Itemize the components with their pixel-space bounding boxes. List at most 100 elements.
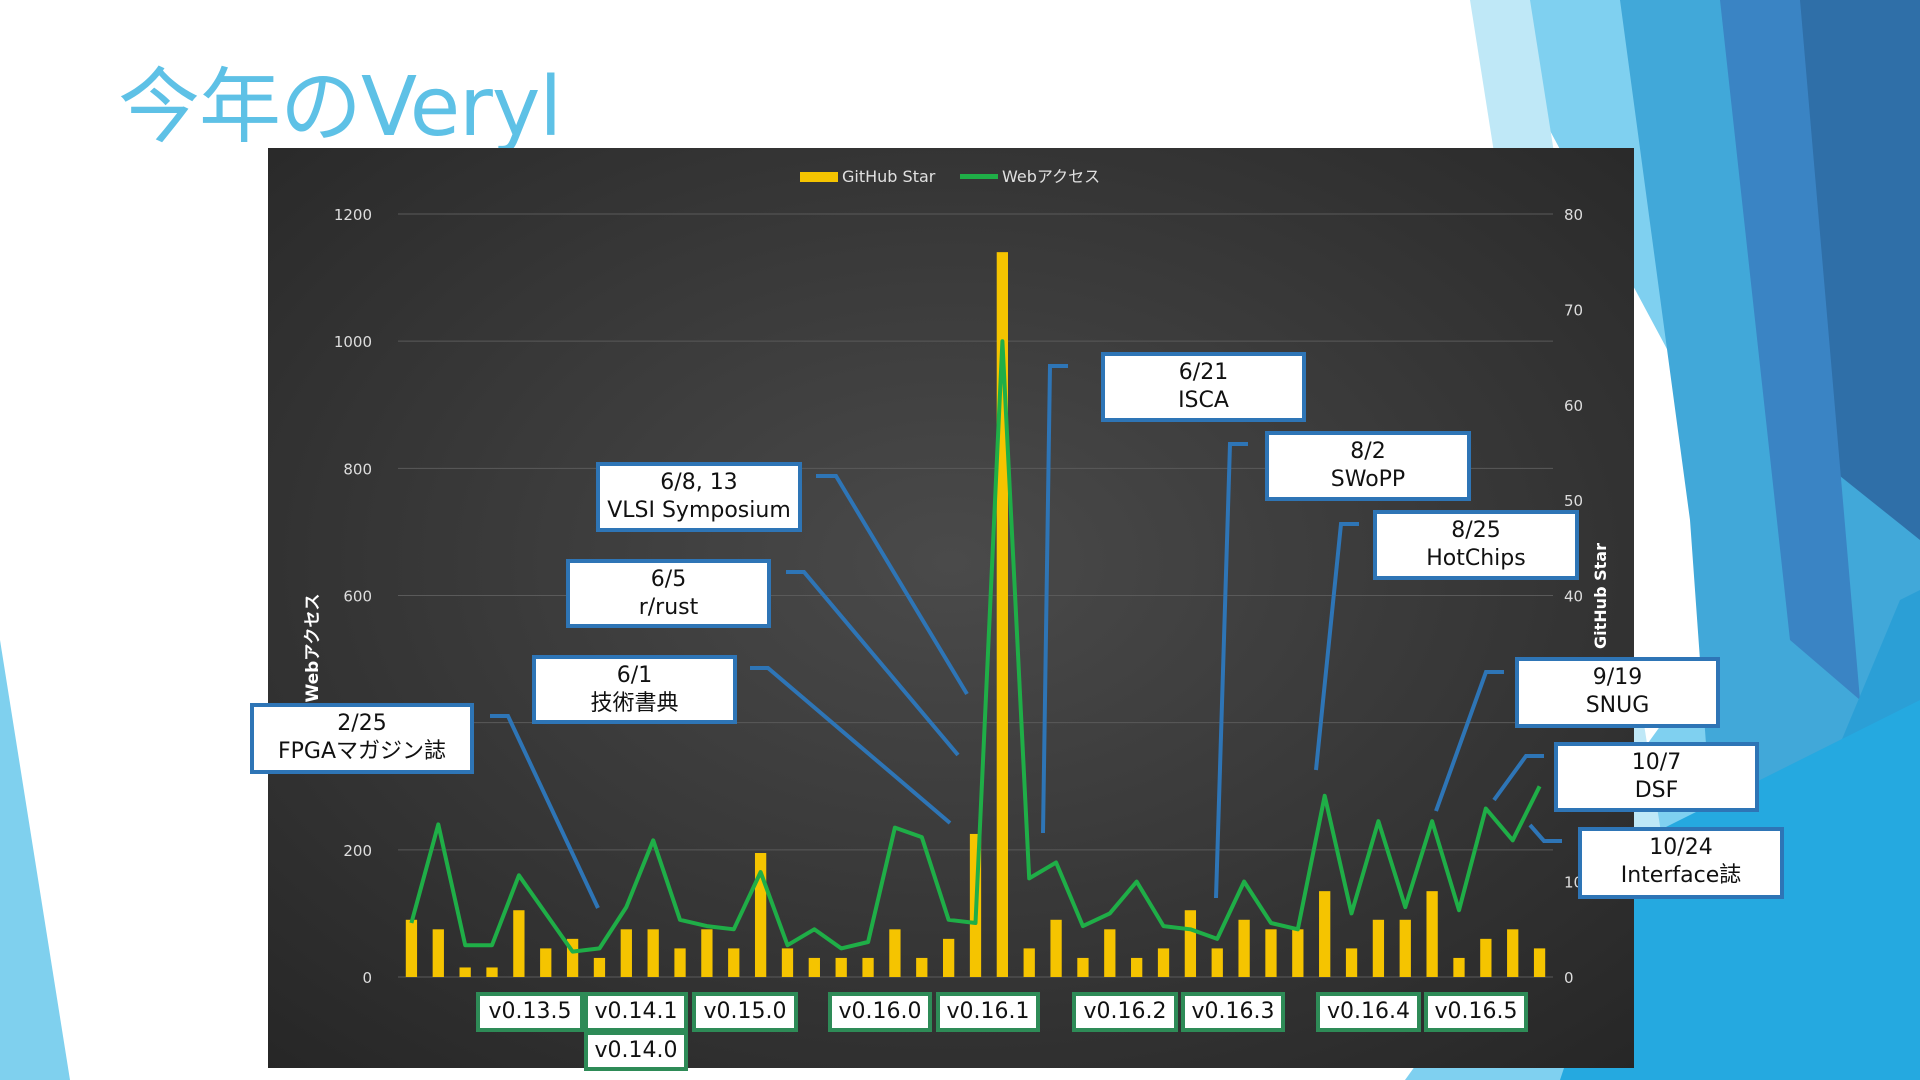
star-bar xyxy=(1023,948,1035,977)
release-v0-16-4: v0.16.4 xyxy=(1316,992,1421,1032)
callout-label: ISCA xyxy=(1178,388,1229,413)
star-bar xyxy=(728,948,740,977)
release-v0-16-2: v0.16.2 xyxy=(1072,992,1178,1032)
star-bar xyxy=(593,957,606,977)
callout-label: SWoPP xyxy=(1330,467,1406,492)
star-bar xyxy=(432,929,444,977)
y-left-label: Webアクセス xyxy=(303,594,323,703)
callout-hotchips: 8/25 HotChips xyxy=(1373,510,1579,580)
callout-date: 9/19 xyxy=(1592,665,1643,690)
star-bar xyxy=(1507,929,1519,977)
star-bar xyxy=(1372,919,1385,977)
star-bar xyxy=(1157,948,1170,977)
star-bar xyxy=(754,853,767,977)
star-bar xyxy=(405,919,418,977)
y-left-tick-label: 0 xyxy=(362,969,372,987)
callout-label: DSF xyxy=(1634,778,1679,803)
y-right-tick-label: 60 xyxy=(1564,397,1583,415)
y-left-tick-label: 1000 xyxy=(334,333,372,351)
legend-swatch-web-access xyxy=(960,174,998,179)
callout-gijutsushoten: 6/1 技術書典 xyxy=(532,655,737,724)
callout-date: 6/8, 13 xyxy=(660,470,738,495)
star-bar xyxy=(1184,910,1197,977)
y-right-tick-label: 70 xyxy=(1564,301,1583,319)
star-bar xyxy=(674,948,686,977)
slide-title: 今年のVeryl xyxy=(118,60,562,155)
star-bar xyxy=(620,929,632,977)
legend-label-github-star: GitHub Star xyxy=(842,167,936,186)
callout-rust: 6/5 r/rust xyxy=(566,559,771,628)
callout-connector xyxy=(1492,754,1544,802)
star-bar xyxy=(701,929,713,977)
star-bar xyxy=(1077,957,1089,977)
callout-label: SNUG xyxy=(1585,693,1650,718)
release-v0-13-5: v0.13.5 xyxy=(476,992,584,1032)
callout-date: 6/1 xyxy=(616,663,653,688)
y-right-tick-label: 80 xyxy=(1564,206,1583,224)
callout-snug: 9/19 SNUG xyxy=(1515,657,1720,728)
release-v0-16-1: v0.16.1 xyxy=(936,992,1040,1032)
star-bar xyxy=(835,957,847,977)
star-bar xyxy=(1345,948,1358,977)
callout-connector xyxy=(786,570,960,757)
callout-label: FPGAマガジン誌 xyxy=(277,739,447,764)
star-bar xyxy=(1104,929,1116,977)
star-bar xyxy=(513,910,525,977)
star-bar xyxy=(647,929,659,977)
star-bar xyxy=(540,948,552,977)
star-bar xyxy=(1399,919,1411,977)
y-left-tick-label: 200 xyxy=(343,842,372,860)
y-left-tick-label: 1200 xyxy=(334,206,372,224)
callout-connector xyxy=(1434,670,1504,812)
star-bar xyxy=(459,967,471,977)
y-right-tick-label: 0 xyxy=(1564,969,1574,987)
star-bar xyxy=(1480,938,1492,977)
callout-date: 8/2 xyxy=(1350,439,1386,464)
callout-connector xyxy=(1528,823,1562,843)
star-bar xyxy=(889,929,901,977)
release-v0-16-5: v0.16.5 xyxy=(1424,992,1528,1032)
star-bar xyxy=(1211,948,1223,977)
callout-connector xyxy=(1041,364,1068,834)
star-bar xyxy=(1050,919,1062,977)
legend-swatch-github-star xyxy=(800,172,838,182)
callout-label: Interface誌 xyxy=(1620,863,1742,888)
y-right-tick-label: 50 xyxy=(1564,492,1583,510)
callout-label: HotChips xyxy=(1426,546,1526,571)
star-bar xyxy=(1426,891,1438,977)
chart-background xyxy=(268,148,1634,1068)
y-left-tick-label: 800 xyxy=(343,460,372,478)
callout-connector xyxy=(1314,522,1359,771)
callout-date: 10/7 xyxy=(1631,750,1682,775)
star-bar xyxy=(566,938,579,977)
release-v0-16-3: v0.16.3 xyxy=(1181,992,1285,1032)
star-bar xyxy=(1265,929,1277,977)
callout-connectors xyxy=(490,364,1562,909)
star-bar xyxy=(1319,891,1331,977)
callout-date: 10/24 xyxy=(1649,835,1713,860)
star-bar xyxy=(1292,929,1304,977)
legend-label-web-access: Webアクセス xyxy=(1002,167,1100,186)
callout-connector xyxy=(490,714,600,909)
star-bar xyxy=(1533,948,1546,977)
callout-connector xyxy=(750,666,952,825)
star-bar xyxy=(781,948,794,977)
legend: GitHub Star Webアクセス xyxy=(800,167,1100,186)
y-right-tick-label: 40 xyxy=(1564,588,1583,606)
callout-label: VLSI Symposium xyxy=(607,498,791,523)
callout-connector xyxy=(816,474,969,696)
release-v0-14-0: v0.14.0 xyxy=(584,1031,688,1071)
web-access-line xyxy=(409,339,1542,954)
release-v0-15-0: v0.15.0 xyxy=(692,992,798,1032)
callout-date: 6/5 xyxy=(650,567,687,592)
callout-date: 8/25 xyxy=(1451,518,1501,543)
star-bar xyxy=(808,957,820,977)
chart: 020040060080010001200 01020304050607080 … xyxy=(268,148,1634,1068)
callout-interface: 10/24 Interface誌 xyxy=(1578,827,1784,899)
y-right-label: GitHub Star xyxy=(1591,543,1610,649)
release-v0-14-1: v0.14.1 xyxy=(584,992,688,1032)
star-bar xyxy=(1453,957,1465,977)
star-bar xyxy=(996,252,1009,977)
callout-label: 技術書典 xyxy=(590,691,679,716)
star-bar xyxy=(1238,919,1250,977)
